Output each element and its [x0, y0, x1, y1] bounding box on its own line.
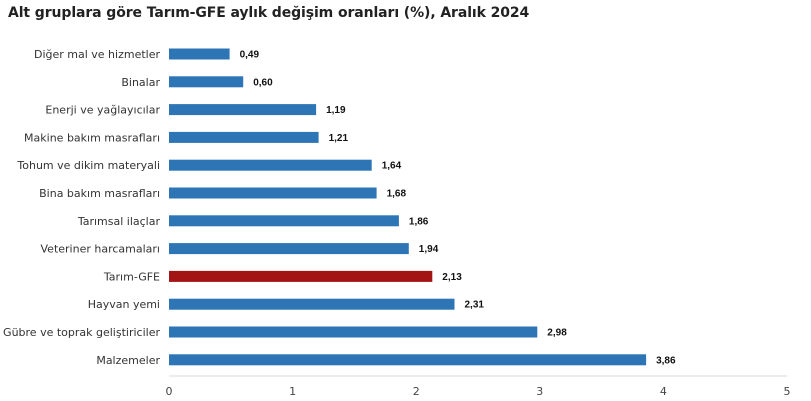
- category-label: Diğer mal ve hizmetler: [34, 48, 160, 61]
- category-label: Tohum ve dikim materyali: [16, 159, 160, 172]
- category-label: Tarım-GFE: [103, 270, 160, 283]
- data-label: 1,86: [409, 216, 429, 227]
- category-label: Gübre ve toprak geliştiriciler: [3, 326, 160, 339]
- category-label: Malzemeler: [96, 354, 160, 367]
- data-label: 2,31: [465, 300, 485, 311]
- bar-makine-bak-m-masraflar: [169, 131, 319, 143]
- category-label: Veteriner harcamaları: [41, 243, 160, 256]
- data-label: 1,19: [326, 105, 346, 116]
- data-label: 1,21: [329, 133, 349, 144]
- x-tick-label: 4: [660, 385, 667, 398]
- x-tick-label: 2: [413, 385, 420, 398]
- bar-malzemeler: [169, 354, 647, 366]
- bar-tohum-ve-dikim-materyali: [169, 159, 372, 171]
- category-label: Enerji ve yağlayıcılar: [45, 104, 160, 117]
- x-tick-label: 1: [289, 385, 296, 398]
- bars-group: [169, 48, 647, 366]
- bar-veteriner-harcamalar: [169, 243, 409, 255]
- data-label: 2,13: [442, 272, 462, 283]
- category-label: Bina bakım masrafları: [39, 187, 160, 200]
- bar-tar-msal-ila-lar: [169, 215, 399, 227]
- bar-g-bre-ve-toprak-geli-tiriciler: [169, 326, 538, 338]
- data-label: 1,68: [387, 189, 407, 200]
- category-label: Hayvan yemi: [88, 298, 160, 311]
- category-label: Makine bakım masrafları: [24, 131, 160, 144]
- x-tick-label: 3: [536, 385, 543, 398]
- bar-enerji-ve-ya-lay-c-lar: [169, 104, 317, 116]
- bar-binalar: [169, 76, 244, 88]
- x-tick-label: 0: [166, 385, 173, 398]
- bar-di-er-mal-ve-hizmetler: [169, 48, 230, 60]
- category-labels: Diğer mal ve hizmetler Binalar Enerji ve y…: [3, 48, 160, 367]
- bar-bina-bak-m-masraflar: [169, 187, 377, 199]
- data-label: 0,60: [253, 77, 273, 88]
- data-label: 1,94: [419, 244, 439, 255]
- x-tick-label: 5: [784, 385, 791, 398]
- x-tick-labels: 0 1 2 3 4 5: [166, 385, 791, 398]
- value-labels: 0,49 0,60 1,19 1,21 1,64 1,68 1,86 1,94 2,13 2,31…: [240, 50, 676, 367]
- category-label: Tarımsal ilaçlar: [77, 215, 161, 228]
- data-label: 1,64: [382, 161, 402, 172]
- bar-hayvan-yemi: [169, 298, 455, 310]
- category-label: Binalar: [121, 76, 160, 89]
- data-label: 0,49: [240, 50, 260, 61]
- chart-title: Alt gruplara göre Tarım-GFE aylık değişi…: [8, 5, 530, 21]
- bar-tar-m-gfe: [169, 270, 433, 282]
- data-label: 2,98: [547, 328, 567, 339]
- data-label: 3,86: [656, 355, 676, 366]
